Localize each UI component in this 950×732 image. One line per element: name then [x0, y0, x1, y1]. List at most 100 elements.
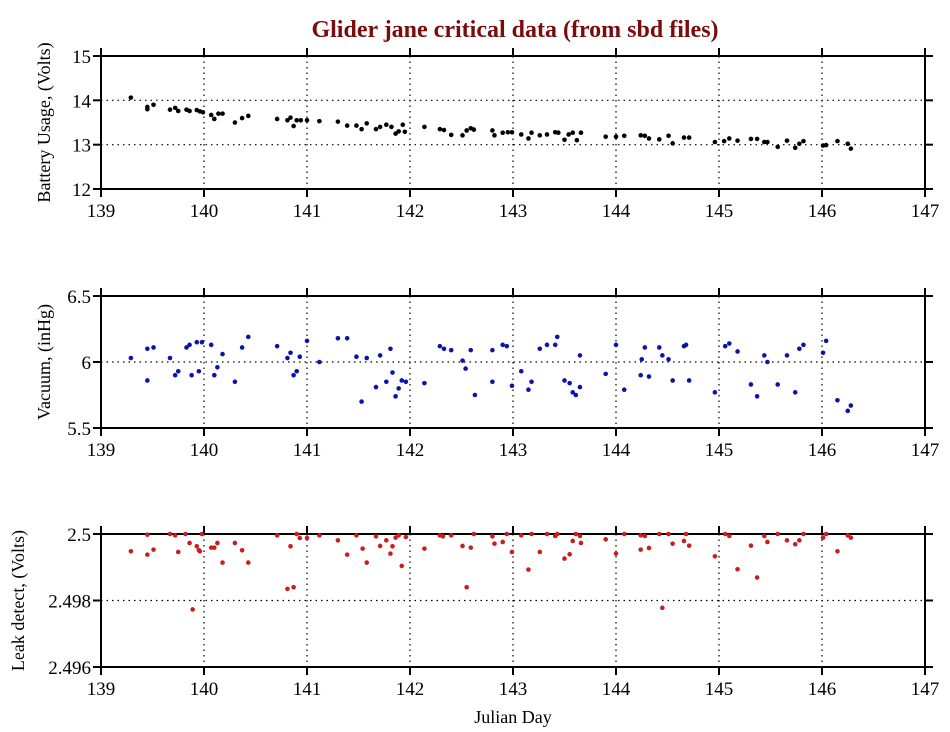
battery-data-point — [232, 120, 238, 125]
battery-data-point — [490, 128, 495, 133]
y-tick-label: 2.498 — [48, 592, 91, 613]
battery-data-point — [460, 133, 465, 138]
leak-data-point — [297, 535, 303, 541]
battery-data-point — [172, 105, 178, 111]
vacuum-data-point — [199, 339, 205, 345]
leak-data-point — [570, 538, 576, 544]
leak-data-point — [492, 541, 497, 546]
vacuum-data-point — [463, 366, 468, 371]
vacuum-data-point — [317, 359, 322, 365]
leak-data-point — [613, 551, 619, 556]
battery-data-point — [212, 116, 217, 122]
leak-data-point — [128, 548, 134, 554]
leak-data-point — [638, 547, 644, 552]
leak-data-point — [396, 533, 401, 538]
vacuum-data-point — [823, 338, 829, 344]
x-tick-label: 147 — [911, 201, 940, 222]
battery-data-point — [471, 127, 477, 132]
leak-data-point — [526, 567, 531, 572]
vacuum-data-point — [646, 374, 652, 379]
vacuum-data-point — [577, 353, 583, 358]
vacuum-data-point — [187, 342, 192, 348]
battery-data-point — [239, 115, 245, 121]
vacuum-data-point — [562, 378, 567, 383]
battery-data-point — [509, 129, 515, 135]
vacuum-data-point — [384, 379, 389, 385]
vacuum-data-point — [344, 335, 350, 341]
vacuum-data-point — [613, 342, 619, 348]
vacuum-data-point — [639, 357, 645, 362]
leak-data-point — [317, 533, 322, 538]
y-axis-label: Battery Usage, (Volts) — [34, 42, 55, 202]
vacuum-data-point — [518, 368, 524, 374]
vacuum-data-point — [712, 390, 718, 395]
vacuum-data-point — [220, 351, 225, 357]
vacuum-data-point — [544, 342, 550, 348]
battery-data-point — [526, 136, 531, 141]
battery-data-point — [765, 139, 770, 145]
battery-data-point — [566, 132, 571, 137]
battery-data-point — [686, 135, 692, 140]
vacuum-data-point — [297, 354, 303, 360]
x-tick-label: 139 — [87, 201, 116, 222]
leak-data-point — [775, 531, 781, 537]
y-tick-label: 13 — [72, 136, 91, 157]
leak-data-point — [518, 533, 524, 538]
leak-data-point — [151, 547, 156, 552]
leak-data-point — [504, 531, 510, 537]
leak-data-point — [215, 540, 220, 546]
leak-data-point — [621, 531, 627, 537]
leak-data-point — [509, 549, 515, 555]
vacuum-data-point — [294, 368, 300, 374]
battery-data-point — [792, 145, 798, 151]
leak-data-point — [464, 584, 469, 590]
battery-data-point — [291, 123, 296, 129]
leak-data-point — [422, 546, 427, 551]
battery-data-point — [656, 137, 662, 142]
vacuum-data-point — [468, 347, 474, 353]
vacuum-data-point — [792, 390, 798, 395]
chart-title: Glider jane critical data (from sbd file… — [311, 17, 718, 43]
battery-data-point — [562, 137, 567, 143]
leak-data-point — [294, 531, 300, 537]
battery-data-point — [128, 95, 134, 100]
battery-data-point — [389, 124, 394, 130]
leak-data-point — [490, 534, 495, 539]
battery-data-point — [613, 134, 619, 139]
battery-data-point — [638, 133, 644, 138]
leak-data-point — [304, 535, 310, 541]
leak-data-point — [288, 544, 293, 549]
vacuum-data-point — [145, 346, 150, 352]
battery-data-point — [220, 111, 225, 116]
battery-data-point — [294, 117, 300, 123]
vacuum-data-point — [335, 335, 341, 341]
vacuum-data-point — [245, 334, 251, 340]
battery-data-point — [437, 126, 443, 132]
battery-data-point — [335, 119, 341, 124]
x-tick-label: 142 — [396, 679, 425, 700]
leak-data-point — [232, 540, 238, 546]
battery-data-point — [354, 123, 359, 128]
x-tick-label: 140 — [190, 201, 219, 222]
battery-data-point — [359, 126, 364, 132]
vacuum-data-point — [670, 378, 675, 383]
leak-data-point — [187, 540, 192, 546]
battery-data-point — [727, 136, 732, 141]
vacuum-data-point — [552, 342, 558, 348]
battery-data-point — [441, 127, 447, 133]
x-tick-label: 141 — [293, 679, 322, 700]
leak-data-point — [390, 544, 395, 549]
vacuum-data-point — [441, 346, 447, 352]
battery-data-point — [464, 128, 469, 133]
leak-data-point — [245, 560, 251, 565]
y-tick-label: 6 — [82, 353, 92, 374]
vacuum-data-point — [722, 343, 728, 349]
vacuum-data-point — [377, 353, 383, 358]
vacuum-data-point — [660, 353, 665, 358]
x-tick-label: 145 — [705, 201, 734, 222]
x-tick-label: 142 — [396, 201, 425, 222]
leak-data-point — [529, 531, 534, 537]
leak-data-point — [792, 542, 798, 547]
battery-data-point — [304, 117, 310, 123]
